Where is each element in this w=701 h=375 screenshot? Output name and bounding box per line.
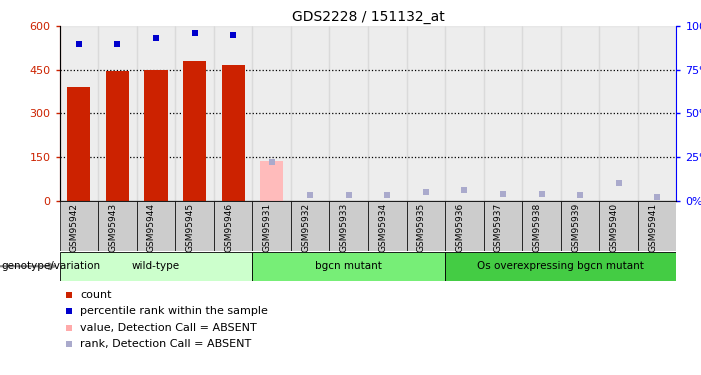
Text: GSM95932: GSM95932 xyxy=(301,203,310,252)
Bar xyxy=(291,201,329,251)
Bar xyxy=(98,201,137,251)
Text: GSM95946: GSM95946 xyxy=(224,203,233,252)
Bar xyxy=(106,71,129,201)
Bar xyxy=(407,26,445,201)
Text: count: count xyxy=(80,290,111,300)
Text: GSM95941: GSM95941 xyxy=(648,203,658,252)
Bar xyxy=(291,26,329,201)
Bar xyxy=(407,201,445,251)
Text: rank, Detection Call = ABSENT: rank, Detection Call = ABSENT xyxy=(80,339,251,349)
Title: GDS2228 / 151132_at: GDS2228 / 151132_at xyxy=(292,10,444,24)
Bar xyxy=(445,26,484,201)
Bar xyxy=(561,26,599,201)
Bar xyxy=(484,26,522,201)
Bar xyxy=(60,252,252,280)
Bar xyxy=(260,161,283,201)
Bar xyxy=(368,201,407,251)
Bar xyxy=(599,201,638,251)
Bar xyxy=(222,66,245,201)
Bar xyxy=(368,26,407,201)
Bar xyxy=(60,201,98,251)
Text: Os overexpressing bgcn mutant: Os overexpressing bgcn mutant xyxy=(477,261,644,271)
Bar xyxy=(214,26,252,201)
Text: GSM95943: GSM95943 xyxy=(109,203,117,252)
Bar xyxy=(67,87,90,201)
Bar xyxy=(137,201,175,251)
Text: GSM95945: GSM95945 xyxy=(186,203,194,252)
Bar xyxy=(98,26,137,201)
Text: GSM95934: GSM95934 xyxy=(379,203,387,252)
Bar xyxy=(561,201,599,251)
Text: percentile rank within the sample: percentile rank within the sample xyxy=(80,306,268,316)
Text: GSM95936: GSM95936 xyxy=(456,203,465,252)
Bar xyxy=(522,201,561,251)
Text: GSM95944: GSM95944 xyxy=(147,203,156,252)
Text: GSM95931: GSM95931 xyxy=(263,203,272,252)
Bar xyxy=(252,26,291,201)
Bar xyxy=(599,26,638,201)
Bar xyxy=(144,70,168,201)
Text: value, Detection Call = ABSENT: value, Detection Call = ABSENT xyxy=(80,322,257,333)
Text: GSM95933: GSM95933 xyxy=(340,203,349,252)
Bar xyxy=(445,252,676,280)
Text: GSM95935: GSM95935 xyxy=(417,203,426,252)
Bar xyxy=(175,26,214,201)
Bar xyxy=(60,26,98,201)
Bar xyxy=(252,252,445,280)
Text: genotype/variation: genotype/variation xyxy=(1,261,100,271)
Bar xyxy=(484,201,522,251)
Bar xyxy=(329,201,368,251)
Text: GSM95940: GSM95940 xyxy=(610,203,618,252)
Text: GSM95937: GSM95937 xyxy=(494,203,503,252)
Text: GSM95942: GSM95942 xyxy=(70,203,79,252)
Bar xyxy=(522,26,561,201)
Bar xyxy=(252,201,291,251)
Text: bgcn mutant: bgcn mutant xyxy=(315,261,382,271)
Bar xyxy=(175,201,214,251)
Text: GSM95939: GSM95939 xyxy=(571,203,580,252)
Bar xyxy=(445,201,484,251)
Bar xyxy=(638,26,676,201)
Bar xyxy=(137,26,175,201)
Text: wild-type: wild-type xyxy=(132,261,180,271)
Bar xyxy=(638,201,676,251)
Text: GSM95938: GSM95938 xyxy=(533,203,541,252)
Bar xyxy=(183,61,206,201)
Bar xyxy=(214,201,252,251)
Bar xyxy=(329,26,368,201)
